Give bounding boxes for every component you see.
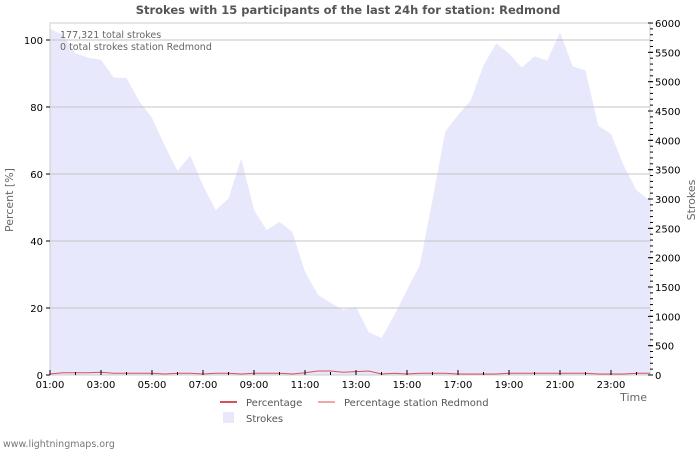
- gridlines: [50, 39, 650, 309]
- site-footer: www.lightningmaps.org: [3, 439, 115, 450]
- x-tick-label: 19:00: [495, 380, 524, 391]
- right-tick-label: 0: [655, 371, 661, 382]
- right-tick-label: 1000: [655, 312, 680, 323]
- right-axis-label: Strokes: [685, 179, 698, 220]
- right-tick-label: 3000: [655, 195, 680, 206]
- strokes-area: [50, 28, 650, 376]
- right-tick-label: 3500: [655, 166, 680, 177]
- right-tick-label: 500: [655, 342, 674, 353]
- right-tick-label: 5000: [655, 78, 680, 89]
- x-tick-label: 17:00: [444, 380, 473, 391]
- right-tick-label: 2500: [655, 224, 680, 235]
- right-tick-label: 4000: [655, 136, 680, 147]
- right-tick-label: 5500: [655, 48, 680, 59]
- x-axis-label: Time: [619, 391, 647, 404]
- x-tick-label: 05:00: [138, 380, 167, 391]
- left-axis-label: Percent [%]: [3, 168, 16, 232]
- legend-percentage: Percentage: [246, 398, 302, 409]
- x-tick-label: 21:00: [546, 380, 575, 391]
- x-tick-label: 15:00: [393, 380, 422, 391]
- x-tick-label: 11:00: [291, 380, 320, 391]
- x-tick-label: 09:00: [240, 380, 269, 391]
- left-axis: 0 20 40 60 80 100: [24, 36, 50, 382]
- x-tick-label: 01:00: [36, 380, 65, 391]
- x-tick-label: 03:00: [87, 380, 116, 391]
- x-axis: 01:00 03:00 05:00 07:00 09:00 11:00 13:00 15:00…: [36, 370, 637, 391]
- legend: Percentage Percentage station Redmond St…: [220, 398, 489, 425]
- plot-area: [49, 22, 651, 376]
- right-axis: 0 500 1000 1500 2000 2500 3000 3500 4000 4500 5000…: [648, 19, 680, 382]
- left-tick-label: 20: [30, 304, 43, 315]
- right-tick-label: 2000: [655, 254, 680, 265]
- right-tick-label: 4500: [655, 107, 680, 118]
- x-tick-label: 13:00: [342, 380, 371, 391]
- x-tick-label: 23:00: [597, 380, 626, 391]
- x-tick-label: 07:00: [189, 380, 218, 391]
- station-strokes-annotation: 0 total strokes station Redmond: [60, 42, 212, 53]
- chart-title: Strokes with 15 participants of the last…: [136, 3, 561, 17]
- right-tick-label: 6000: [655, 19, 680, 30]
- strokes-legend-swatch: [223, 412, 234, 423]
- total-strokes-annotation: 177,321 total strokes: [60, 30, 161, 41]
- left-tick-label: 40: [30, 237, 43, 248]
- legend-percentage-station: Percentage station Redmond: [344, 398, 489, 409]
- left-tick-label: 0: [37, 371, 43, 382]
- left-tick-label: 80: [30, 103, 43, 114]
- left-tick-label: 100: [24, 36, 43, 47]
- legend-strokes: Strokes: [246, 414, 283, 425]
- right-tick-label: 1500: [655, 283, 680, 294]
- left-tick-label: 60: [30, 170, 43, 181]
